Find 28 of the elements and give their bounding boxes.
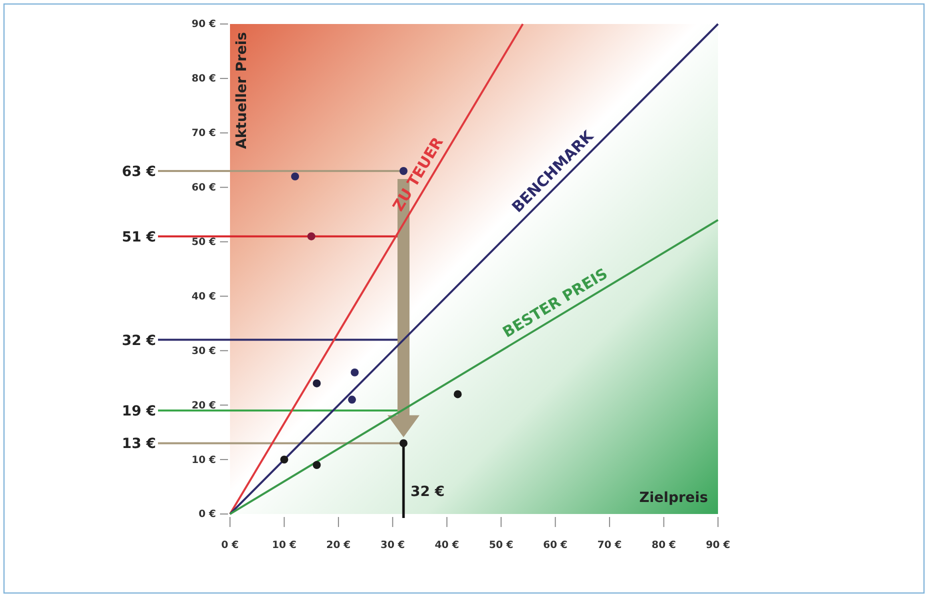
ref-line-label: 13 € bbox=[122, 436, 156, 452]
x-tick-label: 90 € bbox=[706, 540, 730, 552]
ref-line-label: 51 € bbox=[122, 229, 156, 246]
x-tick-label: 80 € bbox=[652, 540, 676, 552]
ref-line-label: 32 € bbox=[122, 332, 156, 349]
x-tick-label: 60 € bbox=[543, 540, 568, 552]
y-tick-label: 20 € bbox=[192, 400, 216, 412]
y-tick-label: 90 € bbox=[192, 19, 216, 30]
y-tick-label: 70 € bbox=[192, 128, 216, 140]
x-tick-label: 40 € bbox=[434, 540, 460, 552]
y-tick-label: 80 € bbox=[192, 74, 216, 85]
x-tick-label: 30 € bbox=[380, 540, 405, 552]
x-tick-label: 10 € bbox=[272, 540, 296, 552]
y-axis-title: Aktueller Preis bbox=[234, 32, 250, 149]
ref-line-label: 32 € bbox=[410, 484, 445, 500]
ref-line-label: 63 € bbox=[122, 164, 156, 180]
ref-line-label: 19 € bbox=[122, 404, 156, 420]
y-tick-label: 10 € bbox=[192, 454, 216, 466]
x-axis-title: Zielpreis bbox=[639, 490, 708, 506]
x-tick-label: 0 € bbox=[221, 540, 239, 552]
y-tick-label: 0 € bbox=[198, 509, 216, 520]
x-tick-label: 50 € bbox=[488, 540, 514, 552]
y-tick-label: 30 € bbox=[192, 346, 216, 357]
y-tick-label: 50 € bbox=[192, 236, 216, 248]
x-tick-label: 20 € bbox=[326, 540, 351, 552]
x-tick-label: 70 € bbox=[597, 540, 622, 552]
y-tick-label: 60 € bbox=[192, 182, 216, 194]
y-tick-label: 40 € bbox=[192, 291, 216, 302]
